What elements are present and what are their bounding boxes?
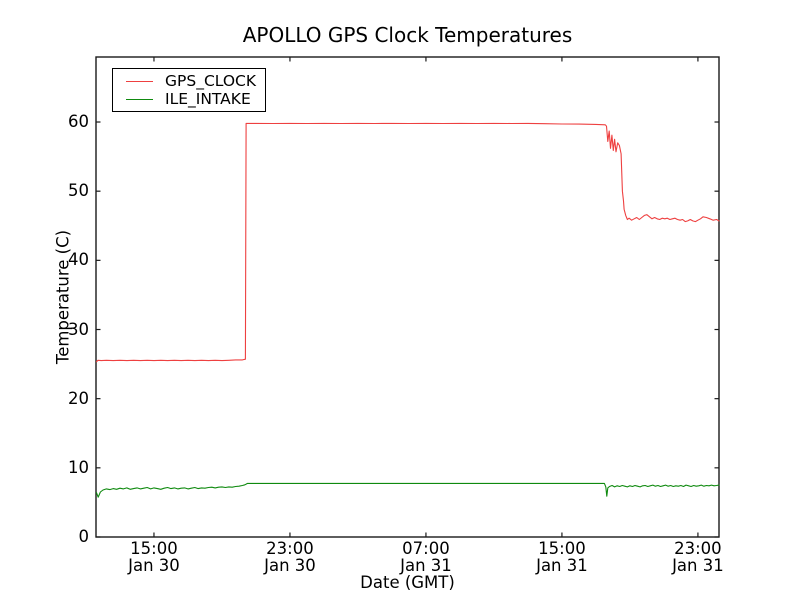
x-tick-date: Jan 30 [128,555,180,575]
series-line-gps_clock [95,122,720,363]
legend-label: GPS_CLOCK [165,72,257,90]
y-tick-label: 50 [68,181,89,201]
y-tick-label: 60 [68,112,89,131]
x-axis-label: Date (GMT) [360,573,455,592]
x-tick-date: Jan 31 [672,555,724,575]
x-tick-label: 23:00 Jan 31 [653,539,743,575]
x-tick-date: Jan 31 [536,555,588,575]
y-tick-label: 20 [68,388,89,408]
legend-line-swatch-green [126,98,153,100]
x-tick-label: 23:00 Jan 30 [245,539,335,575]
x-tick-label: 15:00 Jan 31 [517,539,607,575]
y-tick-label: 30 [68,319,89,339]
x-tick-label: 07:00 Jan 31 [381,539,471,575]
series-line-ile_intake [95,482,720,498]
chart-title: APOLLO GPS Clock Temperatures [242,23,573,47]
legend-entry-gps-clock: GPS_CLOCK [126,72,256,90]
x-tick-date: Jan 30 [264,555,316,575]
y-tick-label: 10 [68,457,89,477]
x-tick-time: 07:00 [402,539,450,558]
x-tick-time: 15:00 [130,539,178,558]
y-tick-label: 0 [78,527,90,546]
legend-label: ILE_INTAKE [165,90,251,108]
axes-frame [95,56,720,538]
legend-entry-ile-intake: ILE_INTAKE [126,90,256,108]
legend: GPS_CLOCK ILE_INTAKE [112,68,267,112]
y-tick-label: 40 [68,250,89,270]
legend-line-swatch-red [126,80,153,82]
x-tick-date: Jan 31 [400,555,452,575]
x-tick-time: 15:00 [538,539,586,558]
x-tick-time: 23:00 [266,539,314,558]
x-tick-label: 15:00 Jan 30 [109,539,199,575]
x-tick-time: 23:00 [674,539,722,558]
